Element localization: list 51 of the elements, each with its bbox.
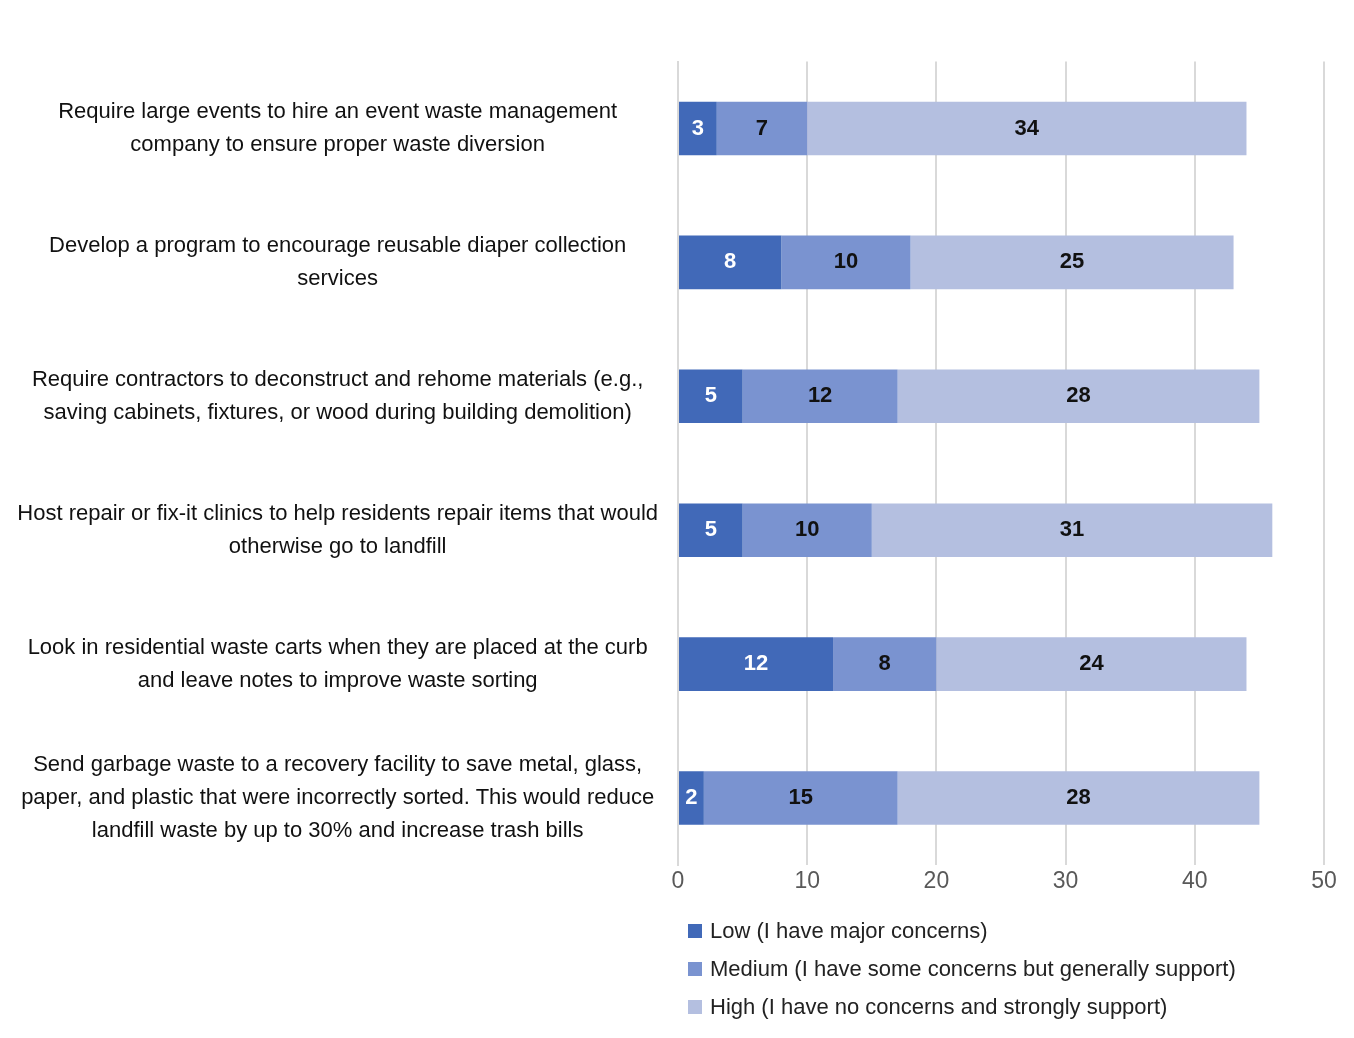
y-tick-label: Host repair or fix-it clinics to help residents repair items that would otherwise go to landfill: [17, 499, 658, 558]
x-tick-label: 20: [923, 867, 950, 894]
bar: [781, 235, 911, 290]
y-tick-label: Require large events to hire an event waste management company to ensure proper waste diversion: [58, 98, 618, 157]
x-tick-label: 0: [671, 867, 685, 894]
legend-label: Medium (I have some concerns but generally support): [710, 956, 1236, 982]
bar: [679, 235, 782, 290]
data-label: 15: [788, 784, 813, 810]
bar: [871, 503, 1273, 557]
bar: [703, 771, 898, 825]
data-label: 7: [755, 114, 769, 140]
y-tick-label: Require contractors to deconstruct and rehome materials (e.g., saving cabinets, fixtures, or wood during building demolition): [31, 365, 644, 424]
bar: [679, 771, 704, 825]
y-tick-label: Send garbage waste to a recovery facility to save metal, glass, paper, and plastic that were incorrectly sorted. This would reduce landfill waste by up to 30% and increase trash bills: [21, 751, 655, 843]
bar: [742, 369, 898, 424]
data-label: 34: [1014, 114, 1040, 140]
x-tick-label: 50: [1311, 867, 1337, 894]
data-label: 28: [1066, 784, 1091, 810]
data-label: 2: [685, 784, 698, 810]
bar: [679, 637, 834, 691]
legend-label: High (I have no concerns and strongly support): [710, 994, 1168, 1020]
bar: [679, 503, 743, 557]
bar: [679, 101, 717, 156]
bar: [679, 369, 743, 424]
data-label: 12: [743, 650, 769, 676]
bar: [716, 101, 808, 156]
bar: [807, 101, 1247, 156]
bar: [742, 503, 872, 557]
data-label: 10: [833, 248, 859, 274]
y-tick-label: Develop a program to encourage reusable diaper collection services: [49, 231, 627, 290]
data-label: 10: [794, 516, 820, 542]
data-label: 28: [1066, 382, 1091, 408]
data-label: 31: [1059, 516, 1085, 542]
x-tick-label: 10: [794, 867, 820, 894]
data-label: 8: [724, 248, 737, 274]
bar: [897, 771, 1260, 825]
x-tick-label: 40: [1182, 867, 1208, 894]
legend-label: Low (I have major concerns): [710, 918, 988, 944]
bar: [936, 637, 1247, 691]
x-tick-label: 30: [1052, 867, 1079, 894]
data-label: 25: [1059, 248, 1085, 274]
data-label: 24: [1079, 650, 1105, 676]
data-label: 5: [704, 382, 717, 408]
bar: [910, 235, 1234, 290]
y-tick-label: Look in residential waste carts when they are placed at the curb and leave notes to improve waste sorting: [27, 633, 648, 692]
bar: [897, 369, 1260, 424]
data-label: 3: [691, 114, 705, 140]
bar: [833, 637, 937, 691]
data-label: 5: [704, 516, 717, 542]
data-label: 8: [878, 650, 891, 676]
data-label: 12: [807, 382, 833, 408]
